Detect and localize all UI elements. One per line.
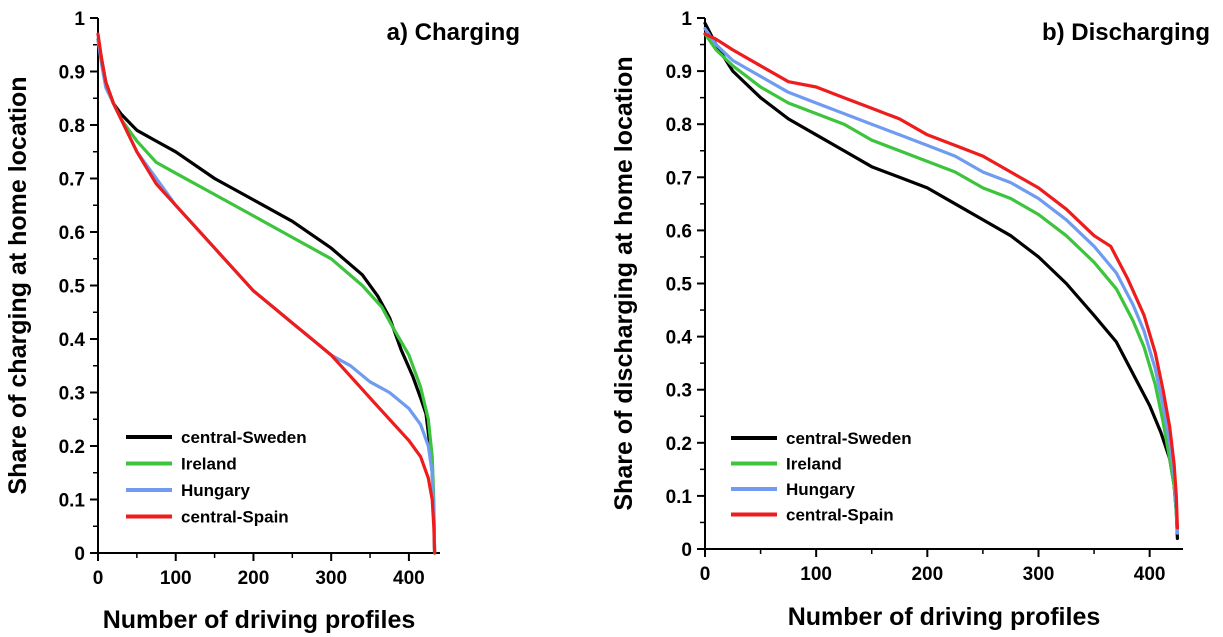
y-tick-label: 0.2 xyxy=(666,434,692,455)
y-tick-label: 0.1 xyxy=(59,491,86,512)
y-tick-label: 0 xyxy=(74,544,85,565)
legend: central-Sweden Ireland Hungary central-Spai… xyxy=(126,428,307,527)
legend-label: central-Sweden xyxy=(181,428,307,447)
y-tick-label: 0.3 xyxy=(666,381,692,402)
y-tick-label: 0.4 xyxy=(666,328,693,349)
y-tick-label: 0.7 xyxy=(666,168,692,189)
y-tick-label: 0.9 xyxy=(666,62,692,83)
legend: central-Sweden Ireland Hungary central-Spai… xyxy=(731,429,912,525)
legend-label: central-Spain xyxy=(181,508,289,527)
x-tick-label: 400 xyxy=(393,568,425,589)
panel-title: a) Charging xyxy=(387,19,520,46)
x-axis-label: Number of driving profiles xyxy=(103,606,416,634)
y-tick-label: 0.5 xyxy=(666,275,693,296)
series-line-hungary xyxy=(96,37,437,555)
x-tick-label: 100 xyxy=(160,568,192,589)
x-tick-label: 300 xyxy=(315,568,347,589)
x-tick-label: 400 xyxy=(1134,564,1166,585)
legend-label: central-Spain xyxy=(786,506,894,525)
series-line-ireland xyxy=(96,37,437,555)
y-tick-label: 1 xyxy=(74,9,85,30)
legend-label: Hungary xyxy=(786,480,856,499)
y-tick-label: 1 xyxy=(681,9,692,30)
legend-label: Ireland xyxy=(786,455,842,474)
panel-a: 0 0.1 0.2 0.3 0.4 0.5 0.6 0.7 0.8 0.9 1 0 100 200 300 4… xyxy=(4,9,520,634)
y-tick-label: 0.8 xyxy=(59,116,85,137)
y-tick-label: 0.6 xyxy=(666,221,692,242)
x-tick-label: 200 xyxy=(911,564,943,585)
x-axis-label: Number of driving profiles xyxy=(788,603,1101,631)
x-tick-label: 300 xyxy=(1023,564,1055,585)
series-line-hungary xyxy=(703,27,1179,535)
series-line-ireland xyxy=(703,32,1179,535)
y-axis-label: Share of discharging at home location xyxy=(610,56,638,510)
series-line-central-sweden xyxy=(703,21,1179,540)
x-tick-label: 100 xyxy=(800,564,832,585)
panel-title: b) Discharging xyxy=(1042,19,1210,46)
y-tick-label: 0.5 xyxy=(59,277,86,298)
y-tick-label: 0.3 xyxy=(59,384,85,405)
legend-label: central-Sweden xyxy=(786,429,912,448)
y-tick-label: 0 xyxy=(681,540,692,561)
panel-b: 0 0.1 0.2 0.3 0.4 0.5 0.6 0.7 0.8 0.9 1 0 100 200 300 4… xyxy=(610,9,1210,631)
x-tick-label: 0 xyxy=(700,564,711,585)
x-tick-label: 200 xyxy=(238,568,270,589)
series-line-central-sweden xyxy=(96,37,437,555)
y-tick-label: 0.8 xyxy=(666,115,692,136)
legend-label: Hungary xyxy=(181,481,251,500)
y-tick-label: 0.2 xyxy=(59,437,85,458)
x-tick-label: 0 xyxy=(93,568,104,589)
series-line-central-spain xyxy=(96,32,437,555)
y-tick-label: 0.9 xyxy=(59,63,85,84)
y-tick-label: 0.4 xyxy=(59,330,86,351)
y-tick-label: 0.7 xyxy=(59,170,85,191)
y-axis-label: Share of charging at home location xyxy=(4,76,32,494)
legend-label: Ireland xyxy=(181,455,237,474)
y-tick-label: 0.6 xyxy=(59,223,85,244)
y-tick-label: 0.1 xyxy=(666,487,693,508)
series-line-central-spain xyxy=(703,32,1179,530)
